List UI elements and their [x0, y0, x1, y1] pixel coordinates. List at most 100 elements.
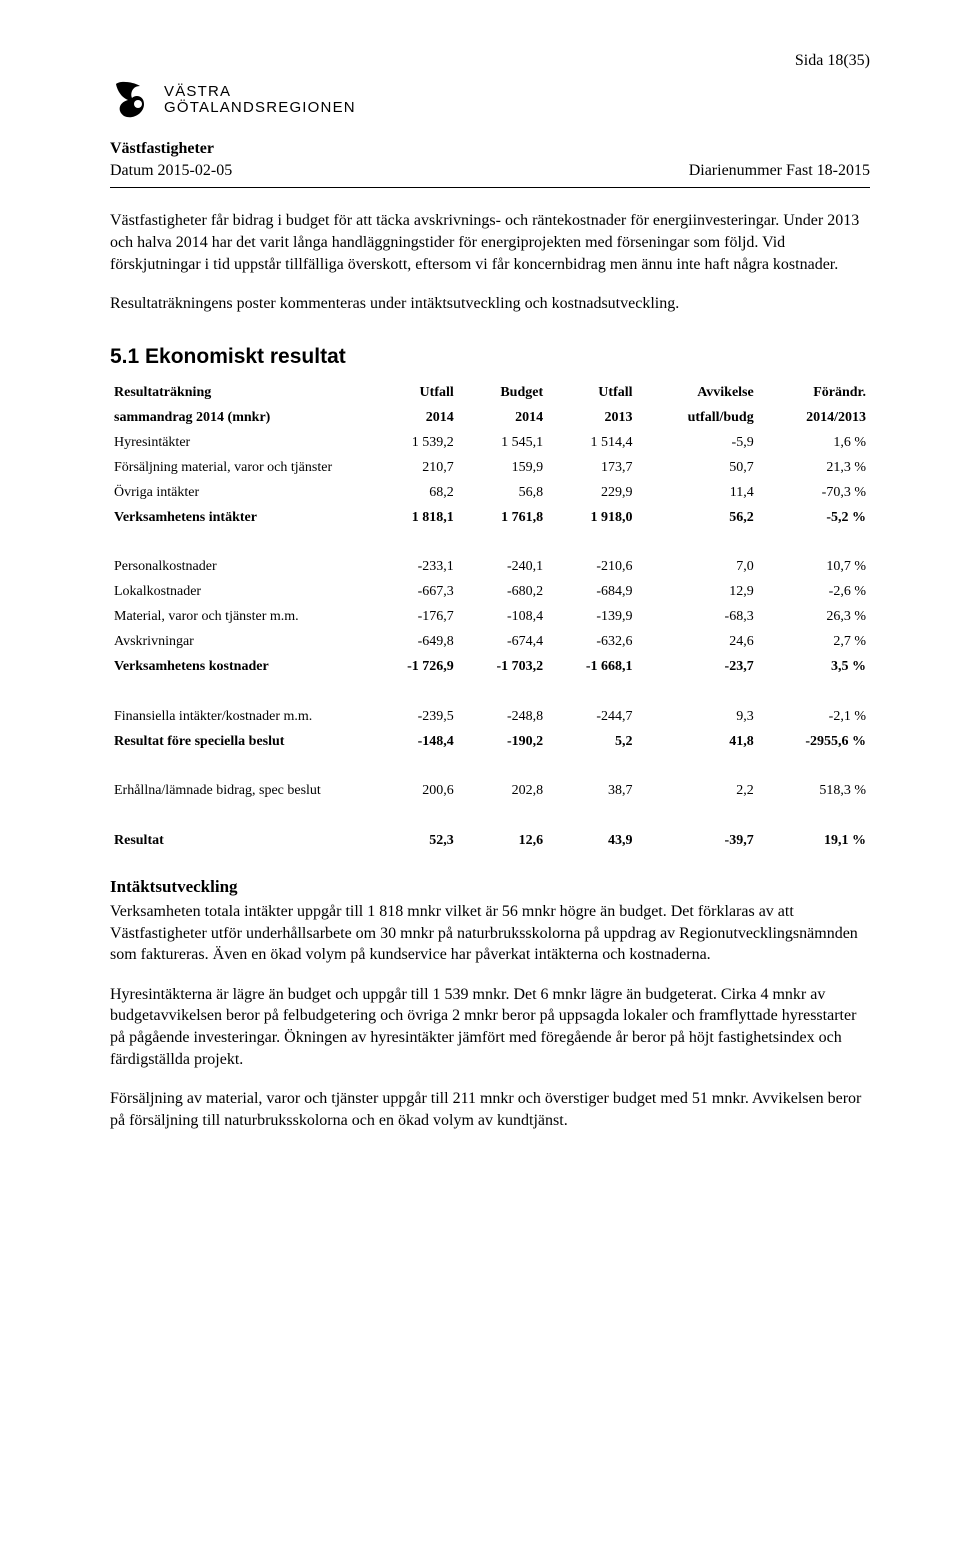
cell-value: -2,6 %	[758, 580, 870, 605]
cell-value: 173,7	[547, 456, 636, 481]
page-number: Sida 18(35)	[110, 50, 870, 72]
cell-value: -674,4	[458, 630, 547, 655]
cell-value: 52,3	[368, 829, 457, 854]
meta-left: Västfastigheter Datum 2015-02-05	[110, 138, 232, 181]
cell-value: -1 703,2	[458, 655, 547, 680]
cell-value: 10,7 %	[758, 555, 870, 580]
body-paragraph-1: Verksamheten totala intäkter uppgår till…	[110, 901, 870, 966]
intro-paragraph-1: Västfastigheter får bidrag i budget för …	[110, 210, 870, 275]
cell-value: -248,8	[458, 705, 547, 730]
org-name: Västfastigheter	[110, 138, 232, 160]
header-logo-block: VÄSTRA GÖTALANDSREGIONEN	[110, 80, 870, 127]
cell-value: -176,7	[368, 605, 457, 630]
row-label: Verksamhetens kostnader	[110, 655, 368, 680]
body-paragraph-3: Försäljning av material, varor och tjäns…	[110, 1088, 870, 1131]
cell-value: -70,3 %	[758, 481, 870, 506]
table-gap-row	[110, 804, 870, 829]
cell-value: 1,6 %	[758, 431, 870, 456]
th-c4-bot: utfall/budg	[637, 406, 758, 431]
th-c2-top: Budget	[458, 381, 547, 406]
table-row: Hyresintäkter1 539,21 545,11 514,4-5,91,…	[110, 431, 870, 456]
cell-value: -5,9	[637, 431, 758, 456]
row-label: Lokalkostnader	[110, 580, 368, 605]
cell-value: -1 726,9	[368, 655, 457, 680]
section-title: 5.1 Ekonomiskt resultat	[110, 343, 870, 371]
cell-value: 1 918,0	[547, 506, 636, 531]
cell-value: 41,8	[637, 730, 758, 755]
cell-value: 68,2	[368, 481, 457, 506]
cell-value: 159,9	[458, 456, 547, 481]
cell-value: 210,7	[368, 456, 457, 481]
cell-value: 2,2	[637, 779, 758, 804]
row-label: Material, varor och tjänster m.m.	[110, 605, 368, 630]
cell-value: 518,3 %	[758, 779, 870, 804]
table-row: Erhållna/lämnade bidrag, spec beslut200,…	[110, 779, 870, 804]
cell-value: -108,4	[458, 605, 547, 630]
cell-value: -667,3	[368, 580, 457, 605]
cell-value: -684,9	[547, 580, 636, 605]
cell-value: -680,2	[458, 580, 547, 605]
table-gap-row	[110, 530, 870, 555]
th-c5-top: Förändr.	[758, 381, 870, 406]
row-label: Hyresintäkter	[110, 431, 368, 456]
table-row: Personalkostnader-233,1-240,1-210,67,010…	[110, 555, 870, 580]
cell-value: -240,1	[458, 555, 547, 580]
logo-text: VÄSTRA GÖTALANDSREGIONEN	[164, 80, 356, 117]
cell-value: 1 514,4	[547, 431, 636, 456]
sub-heading: Intäktsutveckling	[110, 876, 870, 899]
cell-value: 19,1 %	[758, 829, 870, 854]
th-c3-top: Utfall	[547, 381, 636, 406]
table-row: Resultat52,312,643,9-39,719,1 %	[110, 829, 870, 854]
th-c4-top: Avvikelse	[637, 381, 758, 406]
table-row: Verksamhetens intäkter1 818,11 761,81 91…	[110, 506, 870, 531]
table-row: Material, varor och tjänster m.m.-176,7-…	[110, 605, 870, 630]
cell-value: -148,4	[368, 730, 457, 755]
cell-value: 9,3	[637, 705, 758, 730]
th-c3-bot: 2013	[547, 406, 636, 431]
th-c1-bot: 2014	[368, 406, 457, 431]
table-row: Avskrivningar-649,8-674,4-632,624,62,7 %	[110, 630, 870, 655]
cell-value: 24,6	[637, 630, 758, 655]
cell-value: -39,7	[637, 829, 758, 854]
cell-value: 2,7 %	[758, 630, 870, 655]
cell-value: -244,7	[547, 705, 636, 730]
th-c2-bot: 2014	[458, 406, 547, 431]
row-label: Övriga intäkter	[110, 481, 368, 506]
th-c1-top: Utfall	[368, 381, 457, 406]
row-label: Personalkostnader	[110, 555, 368, 580]
cell-value: -139,9	[547, 605, 636, 630]
th-c5-bot: 2014/2013	[758, 406, 870, 431]
cell-value: 1 539,2	[368, 431, 457, 456]
region-logo-icon	[110, 80, 154, 127]
cell-value: -649,8	[368, 630, 457, 655]
cell-value: 1 545,1	[458, 431, 547, 456]
cell-value: -1 668,1	[547, 655, 636, 680]
cell-value: -190,2	[458, 730, 547, 755]
row-label: Erhållna/lämnade bidrag, spec beslut	[110, 779, 368, 804]
logo-line1: VÄSTRA	[164, 84, 356, 101]
cell-value: -2,1 %	[758, 705, 870, 730]
cell-value: -210,6	[547, 555, 636, 580]
table-row: Övriga intäkter68,256,8229,911,4-70,3 %	[110, 481, 870, 506]
header-divider	[110, 187, 870, 188]
row-label: Avskrivningar	[110, 630, 368, 655]
cell-value: -632,6	[547, 630, 636, 655]
th-rowlabel-top: Resultaträkning	[110, 381, 368, 406]
table-row: Lokalkostnader-667,3-680,2-684,912,9-2,6…	[110, 580, 870, 605]
th-rowlabel-bot: sammandrag 2014 (mnkr)	[110, 406, 368, 431]
row-label: Resultat före speciella beslut	[110, 730, 368, 755]
cell-value: -5,2 %	[758, 506, 870, 531]
row-label: Försäljning material, varor och tjänster	[110, 456, 368, 481]
cell-value: 12,6	[458, 829, 547, 854]
cell-value: 7,0	[637, 555, 758, 580]
row-label: Resultat	[110, 829, 368, 854]
date-label: Datum 2015-02-05	[110, 160, 232, 182]
diary-number: Diarienummer Fast 18-2015	[689, 160, 870, 182]
cell-value: -23,7	[637, 655, 758, 680]
logo-line2: GÖTALANDSREGIONEN	[164, 100, 356, 117]
row-label: Finansiella intäkter/kostnader m.m.	[110, 705, 368, 730]
document-meta: Västfastigheter Datum 2015-02-05 Diarien…	[110, 138, 870, 181]
table-row: Försäljning material, varor och tjänster…	[110, 456, 870, 481]
cell-value: 3,5 %	[758, 655, 870, 680]
cell-value: -233,1	[368, 555, 457, 580]
